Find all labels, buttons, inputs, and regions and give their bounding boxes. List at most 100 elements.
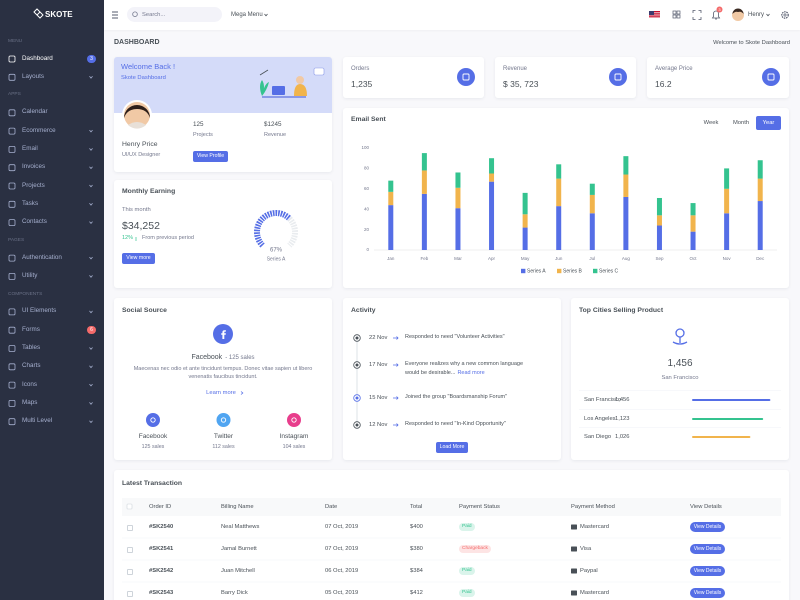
breadcrumb: Welcome to Skote Dashboard bbox=[713, 39, 790, 46]
menu-item[interactable]: Dashboard bbox=[22, 54, 53, 62]
menu-item[interactable]: UI Elements bbox=[22, 307, 57, 315]
activity-card bbox=[343, 298, 561, 460]
row-checkbox[interactable] bbox=[127, 590, 133, 597]
view-more-button[interactable]: View more bbox=[122, 253, 155, 264]
status-badge: Paid bbox=[459, 523, 475, 531]
period-button[interactable]: Year bbox=[756, 116, 781, 130]
stat-title: Orders bbox=[351, 65, 370, 72]
profile-stat-value: $1245 bbox=[264, 120, 282, 128]
transactions-card bbox=[114, 470, 789, 600]
table-cell: $400 bbox=[410, 523, 423, 530]
activity-date: 22 Nov bbox=[369, 334, 388, 341]
profile-role: UI/UX Designer bbox=[122, 152, 161, 159]
menu-item[interactable]: Forms bbox=[22, 325, 40, 333]
menu-item[interactable]: Contacts bbox=[22, 218, 47, 226]
featured-name: Facebook bbox=[191, 354, 223, 361]
column-header: Payment Status bbox=[459, 503, 500, 510]
source-sales: 104 sales bbox=[282, 444, 306, 451]
order-id: #SK2541 bbox=[149, 545, 174, 552]
order-id: #SK2543 bbox=[149, 589, 174, 596]
menu-item[interactable]: Authentication bbox=[22, 253, 62, 261]
view-details-button[interactable]: View Details bbox=[690, 566, 725, 576]
city-name: San Diego bbox=[584, 433, 612, 440]
table-cell: 07 Oct, 2019 bbox=[325, 545, 359, 552]
logo: SKOTE bbox=[45, 10, 73, 20]
table-cell: Neal Matthews bbox=[221, 523, 260, 530]
activity-text: Joined the group "Boardsmanship Forum" bbox=[405, 394, 508, 401]
payment-method: Visa bbox=[580, 545, 592, 552]
earning-change: 12% bbox=[122, 235, 134, 242]
view-details-button[interactable]: View Details bbox=[690, 544, 725, 554]
menu-item[interactable]: Charts bbox=[22, 362, 41, 370]
city-name: San Francisco bbox=[584, 396, 622, 403]
table-cell: Jamal Burnett bbox=[221, 545, 257, 552]
welcome-title: Welcome Back ! bbox=[121, 61, 176, 71]
description-line: Maecenas nec odio et ante tincidunt temp… bbox=[133, 366, 313, 373]
table-cell: 07 Oct, 2019 bbox=[325, 523, 359, 530]
view-details-button[interactable]: View Details bbox=[690, 522, 725, 532]
menu-item[interactable]: Email bbox=[22, 144, 38, 152]
card-title: Activity bbox=[351, 307, 376, 315]
status-badge: Paid bbox=[459, 589, 475, 597]
menu-item[interactable]: Tasks bbox=[22, 199, 39, 207]
menu-item[interactable]: Invoices bbox=[22, 163, 46, 171]
profile-stat-value: 125 bbox=[193, 120, 204, 128]
search-placeholder: Search... bbox=[142, 11, 166, 18]
search-box[interactable] bbox=[127, 7, 222, 22]
menu-item[interactable]: Layouts bbox=[22, 72, 45, 80]
status-badge: Paid bbox=[459, 567, 475, 575]
card-title: Top Cities Selling Product bbox=[579, 307, 664, 315]
column-header: Payment Method bbox=[571, 503, 615, 510]
cities-total: 1,456 bbox=[667, 358, 693, 369]
cities-top-name: San Francisco bbox=[661, 374, 699, 381]
column-header: Total bbox=[410, 503, 423, 510]
page-title: DASHBOARD bbox=[114, 39, 160, 47]
table-cell: 05 Oct, 2019 bbox=[325, 589, 359, 596]
mega-menu[interactable]: Mega Menu bbox=[231, 11, 263, 18]
user-name[interactable]: Henry bbox=[748, 11, 765, 18]
welcome-subtitle: Skote Dashboard bbox=[121, 74, 166, 81]
view-profile-button[interactable]: View Profile bbox=[193, 151, 228, 162]
stat-title: Revenue bbox=[503, 65, 528, 72]
menu-item[interactable]: Calendar bbox=[22, 108, 48, 116]
row-checkbox[interactable] bbox=[127, 546, 133, 553]
source-sales: 125 sales bbox=[141, 444, 165, 451]
menu-item[interactable]: Utility bbox=[22, 271, 38, 279]
email-sent-card bbox=[343, 108, 789, 288]
table-cell: 06 Oct, 2019 bbox=[325, 567, 359, 574]
menu-item[interactable]: Maps bbox=[22, 398, 38, 406]
activity-date: 17 Nov bbox=[369, 361, 388, 368]
menu-header: MENU bbox=[8, 38, 23, 44]
row-checkbox[interactable] bbox=[127, 568, 133, 575]
chart-title: Email Sent bbox=[351, 116, 386, 124]
row-checkbox[interactable] bbox=[127, 524, 133, 531]
stat-value: 16.2 bbox=[655, 79, 672, 90]
payment-method: Paypal bbox=[580, 567, 598, 574]
load-more-button[interactable]: Load More bbox=[436, 442, 468, 453]
city-value: 1,456 bbox=[615, 396, 630, 403]
activity-text: Responded to need "In-Kind Opportunity" bbox=[405, 421, 506, 428]
activity-date: 15 Nov bbox=[369, 394, 388, 401]
earning-amount: $34,252 bbox=[122, 219, 160, 232]
menu-item[interactable]: Icons bbox=[22, 380, 38, 388]
earning-change-text: From previous period bbox=[142, 235, 194, 242]
period-button[interactable]: Month bbox=[732, 120, 750, 126]
table-cell: $380 bbox=[410, 545, 423, 552]
view-details-button[interactable]: View Details bbox=[690, 588, 725, 598]
earning-period: This month bbox=[122, 206, 151, 213]
city-name: Los Angeles bbox=[584, 415, 616, 422]
menu-item[interactable]: Ecommerce bbox=[22, 126, 56, 134]
source-name: Facebook bbox=[138, 433, 168, 441]
card-title: Social Source bbox=[122, 307, 167, 315]
menu-item[interactable]: Tables bbox=[22, 344, 41, 352]
payment-method: Mastercard bbox=[580, 523, 609, 530]
learn-more-link[interactable]: Learn more bbox=[206, 389, 236, 396]
read-more-link[interactable]: Read more bbox=[457, 369, 485, 376]
menu-item[interactable]: Multi Level bbox=[22, 417, 53, 425]
description-line: venenatis faucibus tincidunt. bbox=[188, 374, 258, 381]
table-cell: Juan Mitchell bbox=[221, 567, 255, 574]
menu-item[interactable]: Projects bbox=[22, 181, 45, 189]
period-button[interactable]: Week bbox=[703, 120, 719, 126]
